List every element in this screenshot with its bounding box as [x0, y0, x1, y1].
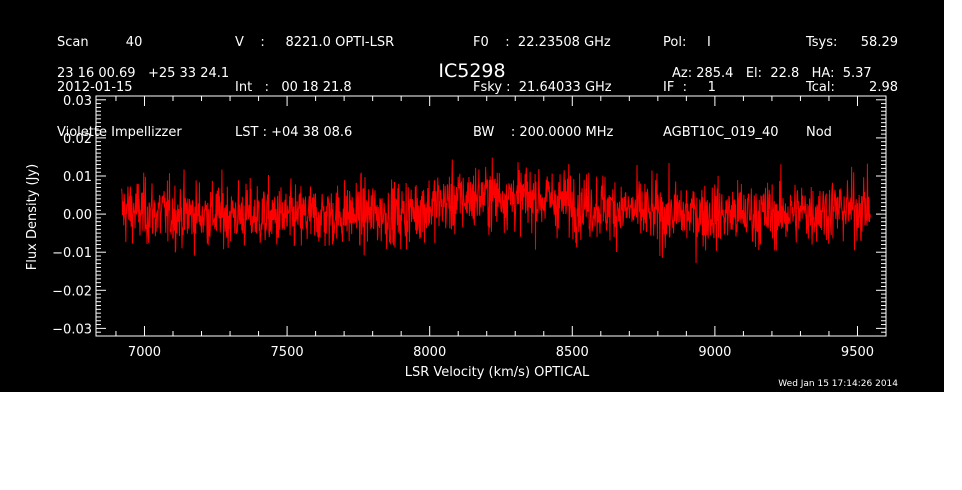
axes-layer: 7000 7500 8000 8500 9000 9500 −0.03 −0.02 −0.01 0…	[52, 94, 887, 360]
header-col-scan: Scan 40 2012-01-15 Violette Impellizzer	[57, 5, 182, 170]
tsys-value: 58.29	[860, 35, 898, 50]
scan-label: Scan 40	[57, 35, 143, 50]
y-tick-label: 0.00	[63, 208, 92, 223]
bandwidth: BW : 200.0000 MHz	[473, 125, 614, 140]
header-col-system: Tsys: Tcal: Nod	[806, 5, 837, 170]
polarization: Pol: I	[663, 35, 711, 50]
labels-layer: LSR Velocity (km/s) OPTICAL Flux Density…	[25, 164, 590, 380]
x-tick-label: 7500	[271, 345, 304, 360]
header-col-frequency: F0 : 22.23508 GHz Fsky : 21.64033 GHz BW…	[473, 5, 613, 170]
y-tick-label: 0.03	[63, 94, 92, 109]
header-col-velocity: V : 8221.0 OPTI-LSR Int : 00 18 21.8 LST…	[235, 5, 394, 170]
y-tick-label: −0.02	[52, 284, 92, 299]
plot-timestamp: Wed Jan 15 17:14:26 2014	[778, 379, 898, 389]
rest-frequency: F0 : 22.23508 GHz	[473, 35, 611, 50]
procedure-name: Nod	[806, 125, 832, 140]
spectrum-chart: 7000 7500 8000 8500 9000 9500 −0.03 −0.02 −0.01 0…	[25, 94, 887, 380]
y-axis-label: Flux Density (Jy)	[25, 164, 40, 270]
tcal-value: 2.98	[869, 80, 898, 95]
observation-date: 2012-01-15	[57, 80, 133, 95]
spectrum-trace-layer	[121, 157, 871, 264]
header-col-polarization: Pol: I IF : 1 AGBT10C_019_40	[663, 5, 779, 170]
x-axis-label: LSR Velocity (km/s) OPTICAL	[405, 365, 590, 380]
source-coordinates: 23 16 00.69 +25 33 24.1	[57, 66, 230, 81]
plot-window: Scan 40 2012-01-15 Violette Impellizzer …	[0, 0, 944, 392]
x-tick-label: 9000	[698, 345, 731, 360]
y-tick-label: 0.02	[63, 132, 92, 147]
header-col-system-values: 58.29 2.98	[861, 5, 898, 170]
x-tick-label: 9500	[841, 345, 874, 360]
chart-title: IC5298	[438, 60, 506, 82]
lst-value: LST : +04 38 08.6	[235, 125, 353, 140]
x-tick-label: 8500	[556, 345, 589, 360]
integration-time: Int : 00 18 21.8	[235, 80, 352, 95]
y-tick-label: −0.01	[52, 246, 92, 261]
x-tick-label: 8000	[413, 345, 446, 360]
velocity-value: V : 8221.0 OPTI-LSR	[235, 35, 395, 50]
if-number: IF : 1	[663, 80, 716, 95]
spectrum-line	[121, 157, 871, 264]
x-tick-label: 7000	[128, 345, 161, 360]
plot-frame	[95, 95, 887, 337]
tsys-label: Tsys:	[806, 35, 838, 50]
observer-name: Violette Impellizzer	[57, 125, 182, 140]
pointing-info: Az: 285.4 El: 22.8 HA: 5.37	[672, 66, 872, 81]
sky-frequency: Fsky : 21.64033 GHz	[473, 80, 612, 95]
project-id: AGBT10C_019_40	[663, 125, 779, 140]
y-tick-label: −0.03	[52, 322, 92, 337]
y-tick-label: 0.01	[63, 170, 92, 185]
tcal-label: Tcal:	[806, 80, 835, 95]
